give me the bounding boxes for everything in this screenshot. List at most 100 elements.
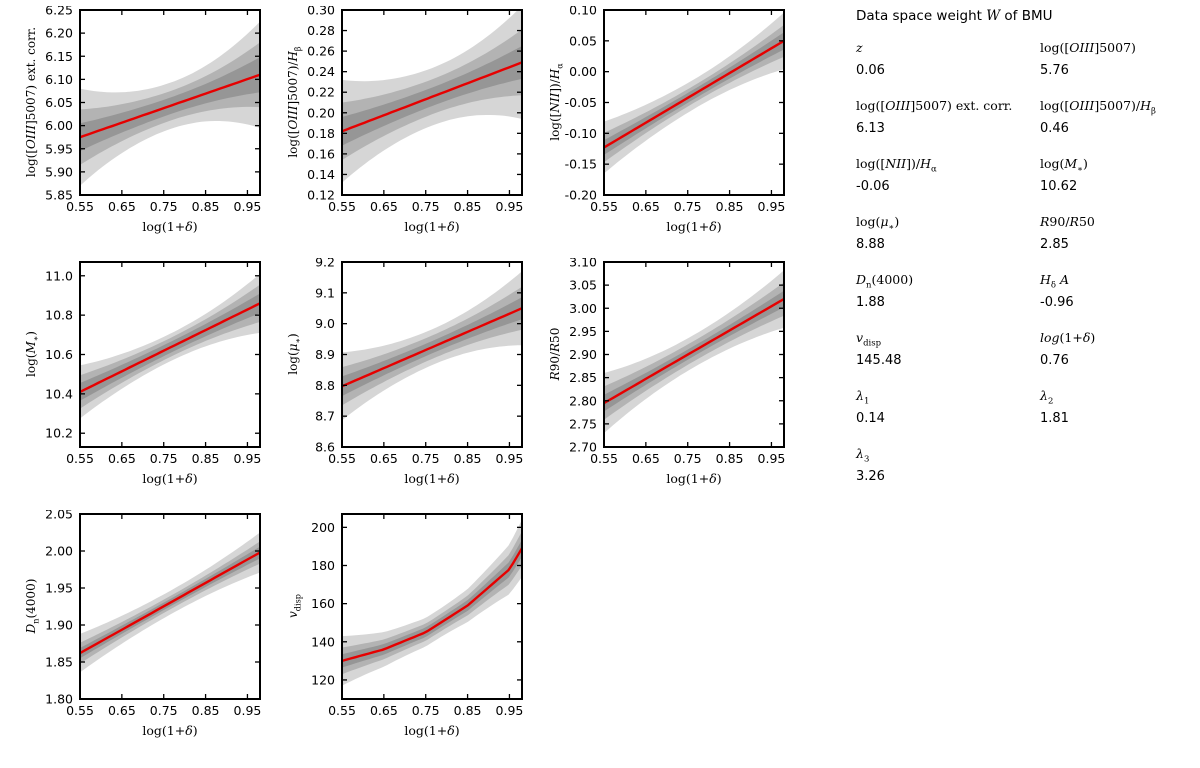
x-axis-label: log(1+δ) [404, 723, 460, 738]
subplot-oiii5007-hbeta: log([OIII]5007)/Hβ 0.12 0.14 0.16 0.18 0.20 0… [284, 6, 546, 258]
panel-title: Data space weight W of BMU [856, 8, 1053, 24]
svg-text:1.80: 1.80 [45, 692, 73, 707]
svg-text:1.90: 1.90 [45, 618, 73, 633]
panel-entry-label: λ3 [856, 446, 870, 465]
panel-entry-value: 0.14 [856, 411, 885, 426]
svg-text:9.0: 9.0 [315, 316, 335, 331]
svg-text:0.55: 0.55 [328, 199, 356, 214]
panel-entry-value: 0.76 [1040, 353, 1069, 368]
plot-canvas: 120 140 160 180 200 0.55 0.65 0.75 0.85 0.95 [311, 513, 523, 718]
panel-entry-value: -0.06 [856, 179, 890, 194]
svg-text:0.75: 0.75 [674, 199, 702, 214]
svg-text:0.55: 0.55 [328, 451, 356, 466]
svg-text:0.85: 0.85 [454, 451, 482, 466]
panel-entry: log(M∗) 10.62 [1040, 156, 1198, 194]
svg-text:0.95: 0.95 [758, 199, 786, 214]
svg-text:0.55: 0.55 [66, 451, 94, 466]
svg-text:1.85: 1.85 [45, 655, 73, 670]
svg-text:140: 140 [311, 634, 335, 649]
panel-entry-label: log([OIII]5007)/Hβ [1040, 98, 1156, 117]
svg-text:8.9: 8.9 [315, 347, 335, 362]
svg-text:0.65: 0.65 [370, 199, 398, 214]
svg-text:2.85: 2.85 [569, 370, 597, 385]
panel-entry: λ3 3.26 [856, 446, 1040, 484]
panel-entry-label: Hδ A [1040, 272, 1070, 291]
svg-text:0.65: 0.65 [108, 451, 136, 466]
panel-entry-value: 0.46 [1040, 121, 1069, 136]
svg-text:10.8: 10.8 [45, 308, 73, 323]
svg-text:2.90: 2.90 [569, 347, 597, 362]
svg-text:2.75: 2.75 [569, 416, 597, 431]
panel-entry-label: λ2 [1040, 388, 1054, 407]
panel-entry-label: log([OIII]5007) ext. corr. [856, 98, 1013, 113]
x-axis-label: log(1+δ) [666, 471, 722, 486]
svg-text:9.2: 9.2 [315, 258, 335, 270]
panel-entry-value: 10.62 [1040, 179, 1078, 194]
svg-text:0.85: 0.85 [454, 703, 482, 718]
panel-entry-label: log([NII])/Hα [856, 156, 937, 175]
panel-entry-value: 5.76 [1040, 63, 1069, 78]
plot-canvas: 10.2 10.4 10.6 10.8 11.0 0.55 0.65 0.75 0.85 0.95 [45, 261, 262, 466]
panel-entries: z 0.06 log([OIII]5007) 5.76 log([OIII]50… [856, 40, 1198, 484]
svg-text:5.85: 5.85 [45, 188, 73, 203]
svg-text:120: 120 [311, 672, 335, 687]
svg-text:0.14: 0.14 [307, 167, 335, 182]
plot-canvas: 2.70 2.75 2.80 2.85 2.90 2.95 3.00 3.05 3.10 0.55… [569, 258, 786, 466]
svg-text:0.24: 0.24 [307, 64, 335, 79]
svg-text:2.00: 2.00 [45, 544, 73, 559]
panel-entry: Hδ A -0.96 [1040, 272, 1198, 310]
y-axis-label: log(μ∗) [286, 333, 303, 375]
svg-text:0.65: 0.65 [108, 199, 136, 214]
panel-entry: log([OIII]5007) ext. corr. 6.13 [856, 98, 1040, 136]
svg-text:0.05: 0.05 [569, 33, 597, 48]
svg-text:8.8: 8.8 [315, 378, 335, 393]
svg-text:9.1: 9.1 [315, 285, 335, 300]
panel-entry: vdisp 145.48 [856, 330, 1040, 368]
svg-text:0.75: 0.75 [412, 199, 440, 214]
svg-text:0.95: 0.95 [234, 451, 262, 466]
plot-canvas: -0.20 -0.15 -0.10 -0.05 0.00 0.05 0.10 0.55 0.65… [565, 6, 786, 214]
plot-canvas: 8.6 8.7 8.8 8.9 9.0 9.1 9.2 0.55 0.65 0.75 0.85 0.9… [315, 258, 524, 466]
svg-text:0.85: 0.85 [192, 451, 220, 466]
svg-text:200: 200 [311, 520, 335, 535]
panel-entry: log(1+δ) 0.76 [1040, 330, 1198, 368]
panel-entry-value: 0.06 [856, 63, 885, 78]
panel-entry-value: 145.48 [856, 353, 902, 368]
svg-text:180: 180 [311, 558, 335, 573]
svg-text:0.55: 0.55 [590, 451, 618, 466]
subplot-r90-r50: R90/R50 2.70 2.75 2.80 2.85 2.90 2.95 3.00 3.05… [546, 258, 808, 510]
y-axis-label: vdisp [286, 593, 303, 619]
bmu-weight-panel: Data space weight W of BMU z 0.06 log([O… [856, 8, 1198, 484]
svg-text:2.80: 2.80 [569, 393, 597, 408]
svg-text:0.75: 0.75 [674, 451, 702, 466]
panel-entry-label: z [856, 40, 863, 55]
svg-text:0.55: 0.55 [66, 703, 94, 718]
subplot-dn4000: Dn(4000) 1.80 1.85 1.90 1.95 2.00 2.05 0.55 0.6… [22, 510, 284, 762]
svg-text:10.4: 10.4 [45, 386, 73, 401]
svg-text:0.75: 0.75 [150, 199, 178, 214]
svg-text:160: 160 [311, 596, 335, 611]
svg-text:0.65: 0.65 [632, 199, 660, 214]
svg-text:0.85: 0.85 [716, 451, 744, 466]
x-axis-label: log(1+δ) [142, 219, 198, 234]
panel-entry-label: log(M∗) [1040, 156, 1088, 175]
panel-entry-value: 3.26 [856, 469, 885, 484]
svg-text:0.85: 0.85 [192, 703, 220, 718]
svg-text:6.25: 6.25 [45, 6, 73, 18]
subplot-nii-halpha: log([NII])/Hα -0.20 -0.15 -0.10 -0.05 0.00 0.… [546, 6, 808, 258]
panel-entry-label: log(1+δ) [1040, 330, 1096, 345]
panel-entry: log([NII])/Hα -0.06 [856, 156, 1040, 194]
svg-text:8.7: 8.7 [315, 409, 335, 424]
panel-entry-value: 8.88 [856, 237, 885, 252]
panel-entry: log(μ∗) 8.88 [856, 214, 1040, 252]
svg-text:2.95: 2.95 [569, 324, 597, 339]
plot-canvas: 5.85 5.90 5.95 6.00 6.05 6.10 6.15 6.20 6.25 0.55… [45, 6, 261, 214]
svg-text:0.95: 0.95 [758, 451, 786, 466]
plots-grid: log([OIII]5007) ext. corr. 5.85 5.90 5.95 6… [22, 6, 808, 762]
svg-text:6.20: 6.20 [45, 26, 73, 41]
y-axis-label: R90/R50 [548, 327, 562, 381]
svg-text:0.75: 0.75 [150, 451, 178, 466]
svg-text:0.30: 0.30 [307, 6, 335, 18]
svg-text:0.95: 0.95 [496, 451, 524, 466]
